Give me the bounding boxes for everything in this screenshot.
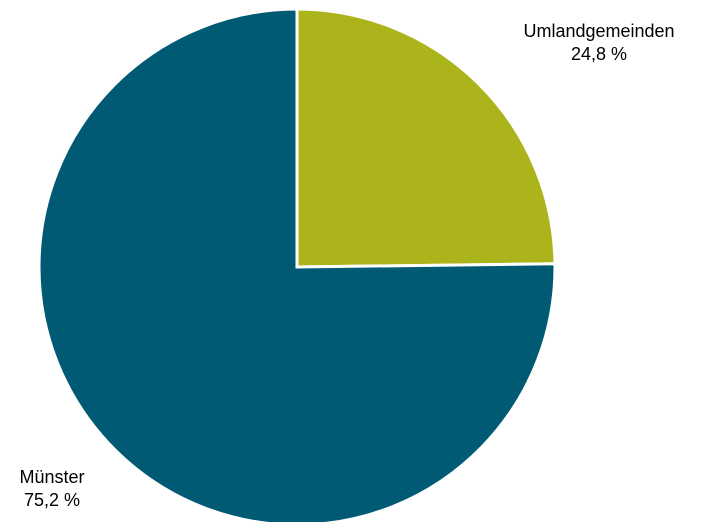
slice-label-muenster: Münster 75,2 %: [4, 466, 100, 512]
slice-label-umlandgemeinden: Umlandgemeinden 24,8 %: [497, 20, 701, 66]
slice-label-muenster-value: 75,2 %: [23, 490, 81, 510]
slice-label-umlandgemeinden-value: 24,8 %: [570, 44, 628, 64]
slice-label-umlandgemeinden-name: Umlandgemeinden: [523, 21, 675, 41]
slice-label-muenster-name: Münster: [19, 467, 85, 487]
pie-slice-muenster: [37, 7, 557, 522]
pie-slice-umlandgemeinden: [295, 7, 557, 269]
